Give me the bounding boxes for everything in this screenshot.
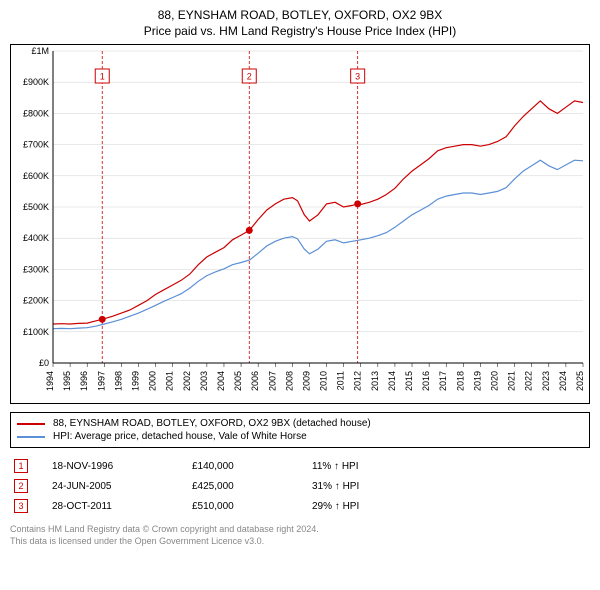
- sale-diff: 29% ↑ HPI: [312, 501, 432, 512]
- svg-text:2001: 2001: [165, 371, 175, 391]
- svg-text:£500K: £500K: [23, 202, 49, 212]
- sales-row: 3 28-OCT-2011£510,00029% ↑ HPI: [10, 496, 590, 516]
- svg-text:2008: 2008: [284, 371, 294, 391]
- svg-text:2002: 2002: [182, 371, 192, 391]
- svg-text:£300K: £300K: [23, 264, 49, 274]
- sales-row: 1 18-NOV-1996£140,00011% ↑ HPI: [10, 456, 590, 476]
- svg-text:2016: 2016: [421, 371, 431, 391]
- svg-text:2004: 2004: [216, 371, 226, 391]
- sale-marker-box: 2: [14, 479, 28, 493]
- sales-table: 1 18-NOV-1996£140,00011% ↑ HPI 2 24-JUN-200…: [10, 456, 590, 516]
- title-address: 88, EYNSHAM ROAD, BOTLEY, OXFORD, OX2 9B…: [10, 8, 590, 22]
- svg-text:2024: 2024: [558, 371, 568, 391]
- svg-text:£900K: £900K: [23, 77, 49, 87]
- svg-text:2011: 2011: [336, 371, 346, 390]
- attribution-line2: This data is licensed under the Open Gov…: [10, 536, 590, 548]
- svg-text:2022: 2022: [524, 371, 534, 391]
- sale-date: 18-NOV-1996: [52, 461, 192, 472]
- legend-row: HPI: Average price, detached house, Vale…: [17, 430, 583, 443]
- legend-label: HPI: Average price, detached house, Vale…: [53, 431, 307, 442]
- chart-svg: £0 £100K £200K £300K £400K £500K £600K £700K £80…: [11, 45, 589, 403]
- sale-price: £140,000: [192, 461, 312, 472]
- sale-date: 28-OCT-2011: [52, 501, 192, 512]
- svg-text:2010: 2010: [319, 371, 329, 391]
- svg-text:2025: 2025: [575, 371, 585, 391]
- svg-text:2021: 2021: [507, 371, 517, 391]
- figure-container: 88, EYNSHAM ROAD, BOTLEY, OXFORD, OX2 9B…: [0, 0, 600, 557]
- svg-text:1996: 1996: [79, 371, 89, 391]
- attribution-line1: Contains HM Land Registry data © Crown c…: [10, 524, 590, 536]
- svg-text:£800K: £800K: [23, 108, 49, 118]
- sale-marker-box: 3: [14, 499, 28, 513]
- sale-diff: 31% ↑ HPI: [312, 481, 432, 492]
- legend-swatch: [17, 423, 45, 425]
- svg-text:2014: 2014: [387, 371, 397, 391]
- svg-text:£600K: £600K: [23, 171, 49, 181]
- sale-price: £510,000: [192, 501, 312, 512]
- svg-text:2009: 2009: [301, 371, 311, 391]
- svg-text:2007: 2007: [267, 371, 277, 391]
- svg-text:1998: 1998: [113, 371, 123, 391]
- svg-text:2015: 2015: [404, 371, 414, 391]
- title-block: 88, EYNSHAM ROAD, BOTLEY, OXFORD, OX2 9B…: [10, 8, 590, 38]
- svg-text:1: 1: [100, 72, 105, 82]
- sale-date: 24-JUN-2005: [52, 481, 192, 492]
- svg-text:2020: 2020: [490, 371, 500, 391]
- legend-row: 88, EYNSHAM ROAD, BOTLEY, OXFORD, OX2 9B…: [17, 417, 583, 430]
- attribution: Contains HM Land Registry data © Crown c…: [10, 524, 590, 547]
- svg-text:2006: 2006: [250, 371, 260, 391]
- svg-text:£0: £0: [39, 358, 49, 368]
- sale-diff: 11% ↑ HPI: [312, 461, 432, 472]
- svg-text:2023: 2023: [541, 371, 551, 391]
- svg-text:£1M: £1M: [31, 46, 49, 56]
- svg-text:2012: 2012: [353, 371, 363, 391]
- legend-box: 88, EYNSHAM ROAD, BOTLEY, OXFORD, OX2 9B…: [10, 412, 590, 448]
- sale-marker-box: 1: [14, 459, 28, 473]
- sales-row: 2 24-JUN-2005£425,00031% ↑ HPI: [10, 476, 590, 496]
- svg-text:2: 2: [247, 72, 252, 82]
- svg-text:2018: 2018: [455, 371, 465, 391]
- svg-text:£700K: £700K: [23, 140, 49, 150]
- legend-swatch: [17, 436, 45, 438]
- svg-text:2005: 2005: [233, 371, 243, 391]
- svg-text:1994: 1994: [45, 371, 55, 391]
- svg-text:1999: 1999: [130, 371, 140, 391]
- svg-text:1995: 1995: [62, 371, 72, 391]
- svg-text:1997: 1997: [96, 371, 106, 391]
- svg-text:2017: 2017: [438, 371, 448, 391]
- svg-text:£200K: £200K: [23, 296, 49, 306]
- svg-text:3: 3: [355, 72, 360, 82]
- svg-text:2000: 2000: [148, 371, 158, 391]
- legend-label: 88, EYNSHAM ROAD, BOTLEY, OXFORD, OX2 9B…: [53, 418, 371, 429]
- svg-text:2019: 2019: [472, 371, 482, 391]
- chart-area: £0 £100K £200K £300K £400K £500K £600K £700K £80…: [10, 44, 590, 404]
- svg-text:2013: 2013: [370, 371, 380, 391]
- sale-price: £425,000: [192, 481, 312, 492]
- svg-text:£400K: £400K: [23, 233, 49, 243]
- svg-text:2003: 2003: [199, 371, 209, 391]
- title-subtitle: Price paid vs. HM Land Registry's House …: [10, 24, 590, 38]
- svg-text:£100K: £100K: [23, 327, 49, 337]
